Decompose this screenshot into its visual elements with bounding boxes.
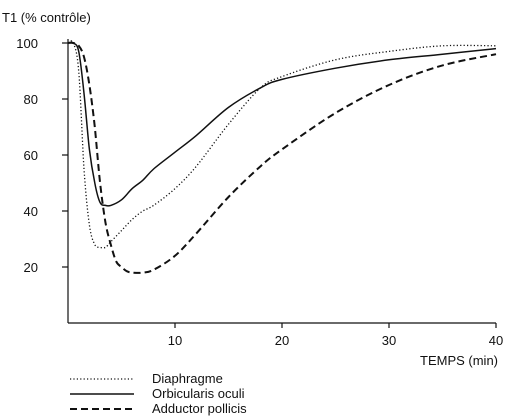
- ticks: 20 40 60 80 100 10 20 30 40: [16, 36, 503, 348]
- legend-label-diaphragme: Diaphragme: [152, 371, 223, 386]
- x-tick-label: 20: [275, 333, 289, 348]
- series-line-diaphragme: [67, 40, 497, 249]
- y-tick-label: 100: [16, 36, 38, 51]
- x-tick-label: 30: [382, 333, 396, 348]
- series-lines: [67, 40, 497, 274]
- axes: [67, 39, 496, 324]
- x-tick-label: 40: [489, 333, 503, 348]
- x-axis-title: TEMPS (min): [420, 353, 498, 368]
- y-tick-label: 40: [24, 204, 38, 219]
- y-tick-label: 20: [24, 260, 38, 275]
- y-tick-label: 80: [24, 92, 38, 107]
- x-tick-label: 10: [168, 333, 182, 348]
- legend-label-orbicularis-oculi: Orbicularis oculi: [152, 386, 245, 401]
- series-line-adductor-pollicis: [67, 41, 497, 274]
- legend-label-adductor-pollicis: Adductor pollicis: [152, 401, 247, 416]
- y-axis-title: T1 (% contrôle): [2, 10, 91, 25]
- y-tick-label: 60: [24, 148, 38, 163]
- series-line-orbicularis-oculi: [67, 41, 497, 207]
